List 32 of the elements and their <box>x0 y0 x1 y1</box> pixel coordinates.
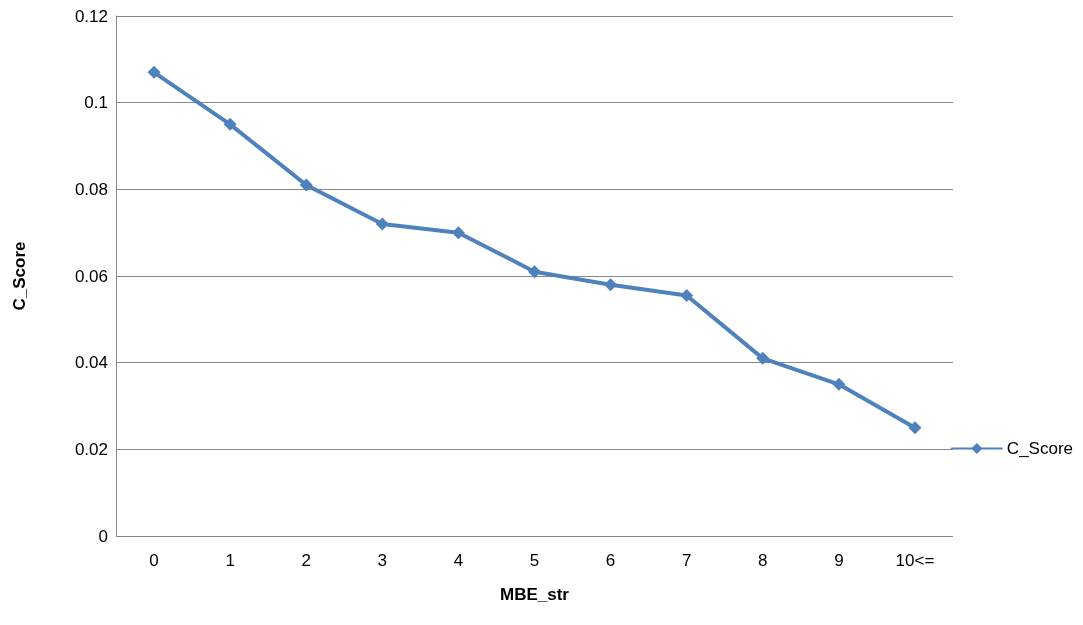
point <box>299 178 313 192</box>
x-tick-label: 8 <box>758 551 768 570</box>
point <box>223 117 237 131</box>
x-tick-label: 0 <box>149 551 159 570</box>
y-tick-label: 0.08 <box>74 179 108 199</box>
x-tick-label: 4 <box>453 551 464 570</box>
point <box>680 289 694 302</box>
y-tick-label: 0.06 <box>74 266 108 286</box>
point <box>756 351 770 365</box>
point <box>832 377 846 391</box>
legend-label: C_Score <box>1006 439 1073 458</box>
y-tick-label: 0 <box>98 526 108 546</box>
x-tick-label: 1 <box>225 551 235 570</box>
y-tick-label: 0.12 <box>74 6 108 26</box>
point <box>451 226 465 240</box>
y-tick-label: 0.04 <box>74 353 108 373</box>
point <box>528 265 541 279</box>
x-tick-label: 6 <box>605 551 616 570</box>
x-tick-label: 2 <box>301 551 311 570</box>
point <box>604 278 618 292</box>
point <box>375 217 389 231</box>
point <box>908 421 922 435</box>
y-axis-title: C_Score <box>10 241 29 311</box>
y-tick-label: 0.1 <box>84 93 108 113</box>
x-axis-title: MBE_str <box>500 585 570 604</box>
x-tick-label: 9 <box>834 551 844 570</box>
x-tick-label: 10<= <box>895 551 935 570</box>
point <box>147 65 161 79</box>
x-tick-label: 7 <box>681 551 692 570</box>
x-tick-label: 5 <box>529 551 540 570</box>
x-tick-label: 3 <box>377 551 388 570</box>
y-tick-label: 0.02 <box>74 439 108 459</box>
